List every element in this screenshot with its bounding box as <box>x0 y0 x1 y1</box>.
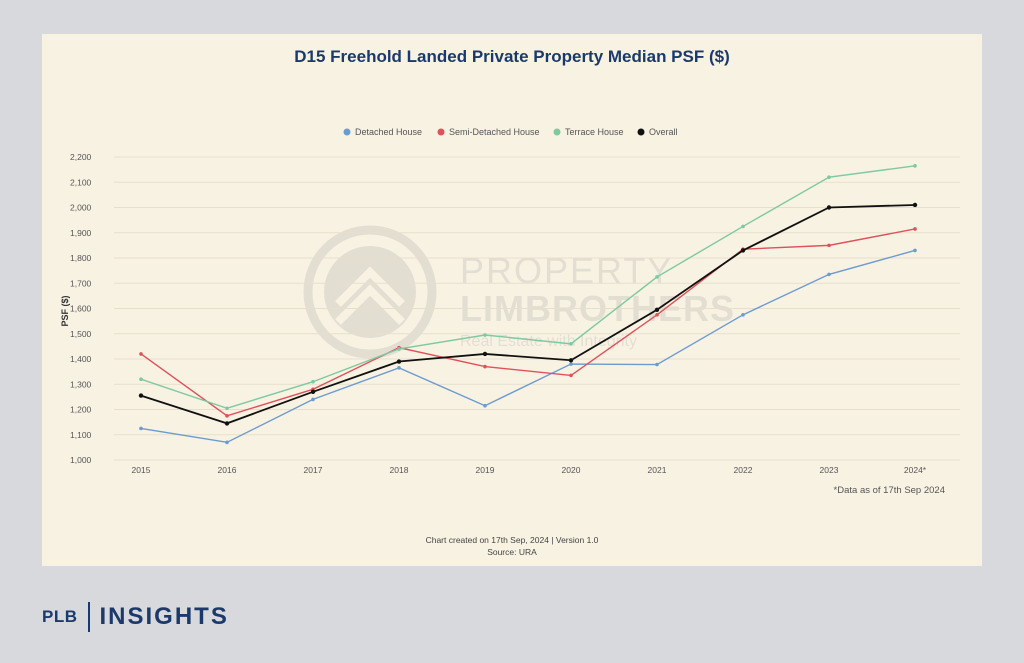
data-point <box>827 243 831 248</box>
data-point <box>311 379 315 384</box>
data-point <box>482 351 488 357</box>
series-terrace-house <box>139 164 917 411</box>
data-point <box>655 313 659 317</box>
data-point <box>139 352 143 356</box>
series-detached-house <box>139 248 917 445</box>
data-point <box>568 358 574 363</box>
data-point <box>741 313 745 317</box>
watermark: PROPERTY LIMBROTHERS Real Estate with In… <box>303 225 734 359</box>
y-tick-label: 1,500 <box>70 329 92 339</box>
data-point <box>483 333 487 337</box>
x-tick-label: 2016 <box>218 465 237 475</box>
data-note: *Data as of 17th Sep 2024 <box>834 485 945 496</box>
y-tick-label: 2,200 <box>70 152 92 162</box>
y-tick-label: 1,900 <box>70 228 92 238</box>
y-tick-label: 1,100 <box>70 430 92 440</box>
x-tick-label: 2017 <box>304 465 323 475</box>
data-point <box>311 397 315 402</box>
data-point <box>225 406 229 411</box>
data-point <box>397 347 401 351</box>
data-point <box>138 393 144 398</box>
y-tick-label: 1,300 <box>70 379 92 389</box>
data-point <box>569 362 573 366</box>
legend-marker <box>553 128 561 136</box>
data-point <box>654 307 660 312</box>
data-point <box>483 403 487 408</box>
legend-item: Detached House <box>343 127 422 137</box>
data-point <box>912 202 918 208</box>
y-tick-label: 1,600 <box>70 304 92 314</box>
brand-prefix: PLB <box>42 607 78 626</box>
data-point <box>913 164 917 168</box>
brand-name: INSIGHTS <box>99 603 229 630</box>
legend-item: Semi-Detached House <box>437 127 540 137</box>
data-point <box>483 364 487 369</box>
data-point <box>396 359 402 364</box>
line-chart: PROPERTY LIMBROTHERS Real Estate with In… <box>60 47 960 557</box>
series-line <box>140 228 916 417</box>
chart-legend: Detached House Semi-Detached House Terrace… <box>343 127 678 137</box>
data-point <box>826 205 832 210</box>
series-overall <box>138 202 918 426</box>
brand-logo: PLB INSIGHTS <box>42 602 229 632</box>
watermark-line1: PROPERTY <box>460 250 673 291</box>
data-point <box>139 377 143 382</box>
watermark-logo-icon <box>303 225 437 359</box>
y-tick-label: 1,000 <box>70 455 92 465</box>
y-tick-label: 1,200 <box>70 405 92 415</box>
chart-card: PROPERTY LIMBROTHERS Real Estate with In… <box>42 34 982 566</box>
x-tick-label: 2024* <box>904 465 927 475</box>
series-line <box>140 204 916 425</box>
series-line <box>140 165 916 409</box>
data-point <box>139 426 143 431</box>
data-point <box>827 175 831 179</box>
y-axis-label: PSF ($) <box>60 295 70 326</box>
y-tick-label: 2,100 <box>70 177 92 187</box>
data-point <box>655 275 659 279</box>
data-point <box>741 224 745 229</box>
legend-marker <box>637 128 645 136</box>
legend-item: Terrace House <box>553 127 624 137</box>
series-line <box>140 249 916 444</box>
chart-grid <box>114 156 960 461</box>
data-point <box>225 414 229 418</box>
x-tick-label: 2015 <box>132 465 151 475</box>
data-point <box>740 248 746 253</box>
data-point <box>569 342 573 346</box>
y-tick-label: 2,000 <box>70 203 92 213</box>
x-axis-ticks: 2015 2016 2017 2018 2019 2020 2021 2022 2023 2024… <box>132 465 927 475</box>
y-tick-label: 1,800 <box>70 253 92 263</box>
brand-divider <box>87 602 90 632</box>
data-point <box>913 248 917 253</box>
x-tick-label: 2018 <box>390 465 409 475</box>
legend-item: Overall <box>637 127 678 137</box>
legend-label: Detached House <box>355 127 422 137</box>
x-tick-label: 2019 <box>476 465 495 475</box>
data-point <box>310 389 316 395</box>
legend-label: Terrace House <box>565 127 624 137</box>
series-semi-detached-house <box>139 227 917 418</box>
data-point <box>569 373 573 378</box>
data-point <box>655 362 659 367</box>
data-point <box>224 421 230 426</box>
chart-title: D15 Freehold Landed Private Property Med… <box>294 47 730 66</box>
y-tick-label: 1,400 <box>70 354 92 364</box>
x-tick-label: 2022 <box>734 465 753 475</box>
data-point <box>913 227 917 231</box>
x-tick-label: 2020 <box>562 465 581 475</box>
legend-marker <box>343 128 351 136</box>
data-point <box>827 272 831 277</box>
y-tick-label: 1,700 <box>70 278 92 288</box>
data-point <box>225 440 229 445</box>
chart-series <box>138 164 918 445</box>
y-axis-ticks: 1,000 1,100 1,200 1,300 1,400 1,500 1,600 1,700… <box>70 152 92 465</box>
footer-created: Chart created on 17th Sep, 2024 | Versio… <box>426 535 599 545</box>
legend-label: Semi-Detached House <box>449 127 540 137</box>
x-tick-label: 2023 <box>820 465 839 475</box>
legend-marker <box>437 128 445 136</box>
x-tick-label: 2021 <box>648 465 667 475</box>
footer-source: Source: URA <box>487 547 537 557</box>
data-point <box>397 366 401 370</box>
legend-label: Overall <box>649 127 678 137</box>
